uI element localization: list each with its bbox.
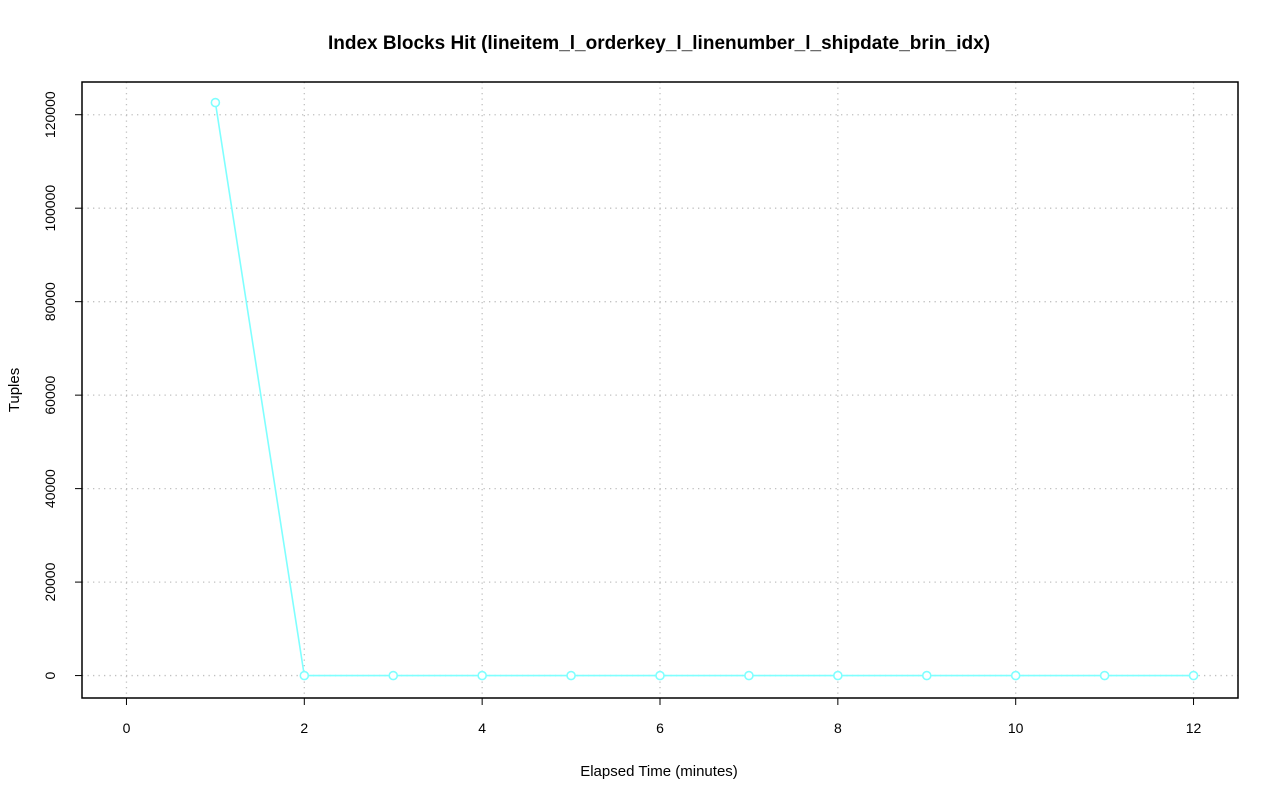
y-tick-label: 0 [42,671,58,679]
y-tick-label: 120000 [42,91,58,138]
data-point [1099,670,1110,681]
grid [82,82,1238,698]
data-point [744,670,754,681]
data-point [388,670,399,681]
data-point [566,670,576,681]
x-axis: 0 2 4 6 8 10 12 [123,697,1202,736]
y-tick-label: 100000 [42,185,58,232]
x-tick-label: 6 [656,720,664,736]
x-tick-label: 0 [123,720,131,736]
x-axis-label: Elapsed Time (minutes) [580,763,738,780]
data-point [210,97,221,108]
x-tick-label: 10 [1008,720,1024,736]
x-tick-label: 8 [834,720,842,736]
data-point [921,670,932,681]
y-axis-label: Tuples [6,368,23,412]
data-point [833,670,843,681]
data-point [655,670,665,681]
x-tick-label: 4 [478,720,486,736]
series-layer [210,97,1199,681]
data-point [477,670,487,681]
data-point [1010,670,1021,681]
x-tick-label: 12 [1186,720,1202,736]
x-tick-label: 2 [300,720,308,736]
y-tick-label: 20000 [42,562,58,601]
y-tick-label: 80000 [42,282,58,321]
data-point [1188,670,1199,681]
data-point [299,670,310,681]
y-axis: 0 20000 40000 60000 80000 100000 120000 [42,91,83,679]
y-tick-label: 60000 [42,375,58,414]
series-line [214,102,1194,677]
chart-title: Index Blocks Hit (lineitem_l_orderkey_l_… [328,33,990,54]
y-tick-label: 40000 [42,469,58,508]
